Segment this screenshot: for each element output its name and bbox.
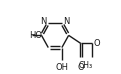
Text: O: O [93, 39, 100, 48]
Text: N: N [41, 17, 47, 26]
Text: HO: HO [29, 31, 42, 40]
Text: O: O [78, 63, 84, 71]
Text: CH₃: CH₃ [79, 61, 93, 70]
Text: OH: OH [55, 63, 68, 71]
Text: N: N [63, 17, 70, 26]
